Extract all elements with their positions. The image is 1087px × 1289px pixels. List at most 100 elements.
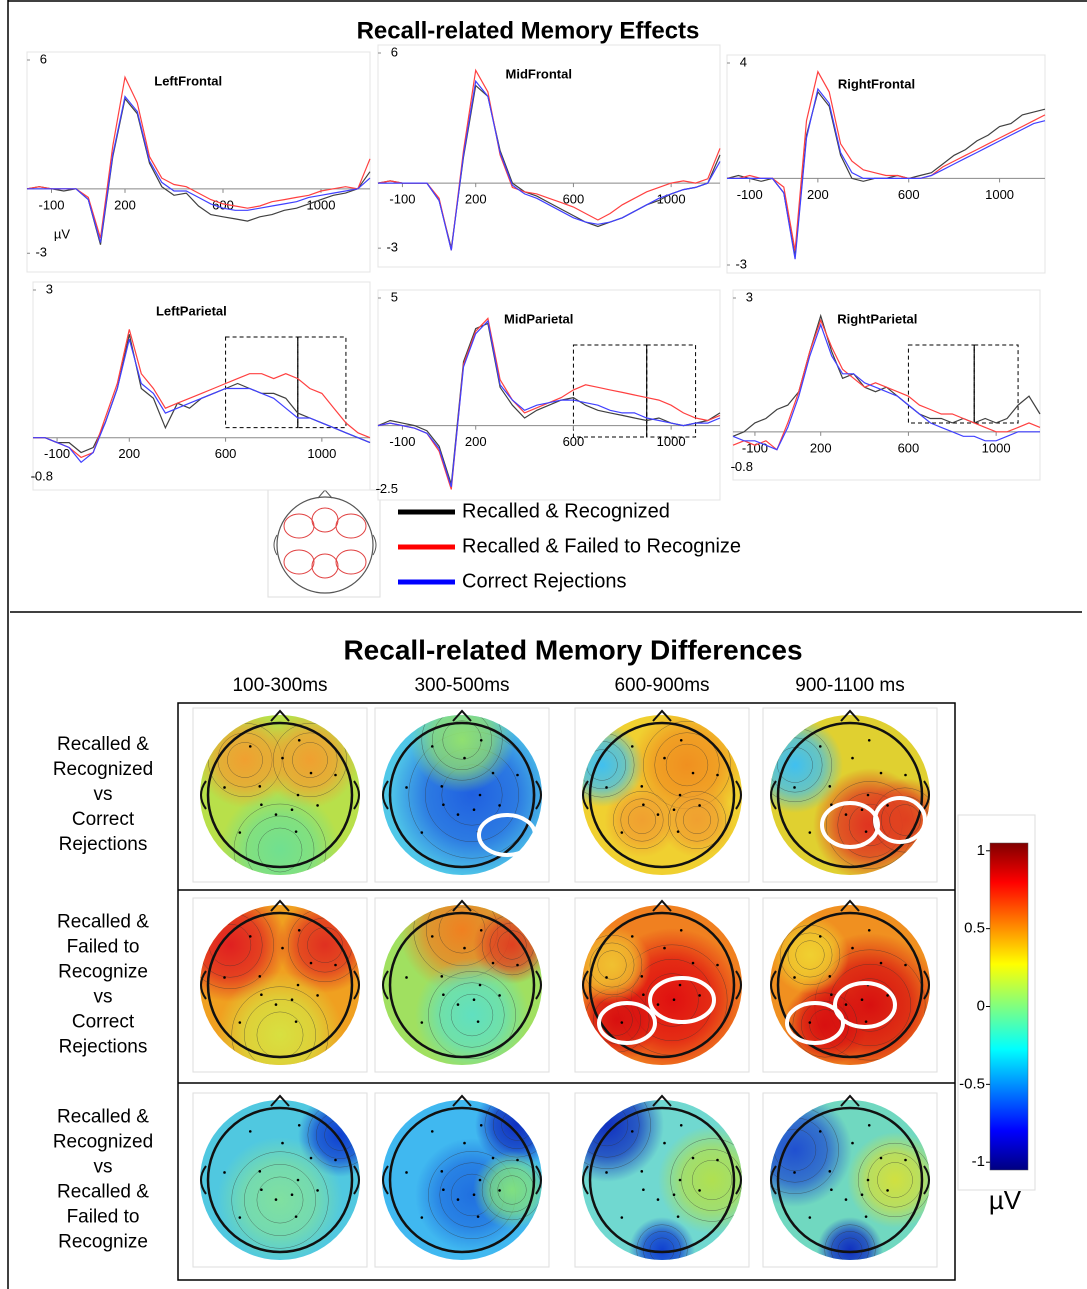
electrode (680, 739, 683, 742)
electrode (692, 772, 695, 775)
x-tick-label: 1000 (657, 434, 686, 449)
electrode (498, 994, 501, 997)
electrode (663, 1142, 666, 1145)
electrode (716, 774, 719, 777)
y-axis-label: µV (54, 226, 70, 241)
electrode (809, 1216, 812, 1219)
electrode (260, 803, 263, 806)
row-label: Rejections (59, 1037, 148, 1058)
topomap (375, 1083, 559, 1267)
electrode (845, 813, 848, 816)
electrode (473, 998, 476, 1001)
electrode (861, 998, 864, 1001)
row-label: Recognized (53, 1132, 153, 1153)
map-field (217, 1137, 343, 1263)
x-tick-label: 600 (898, 440, 920, 455)
electrode (640, 1170, 643, 1173)
row-label: vs (94, 987, 113, 1008)
y-tick-label: 3 (46, 281, 53, 296)
electrode (297, 984, 300, 987)
electrode (692, 1157, 695, 1160)
electrode (830, 1188, 833, 1191)
electrode (657, 1198, 660, 1201)
chart-title: RightFrontal (838, 76, 915, 91)
electrode (479, 794, 482, 797)
map-field (660, 783, 735, 858)
electrode (440, 975, 443, 978)
electrode (516, 1159, 519, 1162)
x-tick-label: -100 (389, 192, 415, 207)
electrode (851, 757, 854, 760)
electrode (334, 964, 337, 967)
electrode (809, 831, 812, 834)
electrode (867, 794, 870, 797)
electrode (845, 1198, 848, 1201)
electrode (295, 1020, 298, 1023)
electrode (258, 785, 261, 788)
electrode (457, 1003, 460, 1006)
topomap (747, 708, 947, 882)
electrode (442, 1188, 445, 1191)
topomap (560, 708, 749, 882)
electrode (239, 1021, 242, 1024)
electrode (291, 1193, 294, 1196)
electrode (642, 993, 645, 996)
electrode (249, 935, 252, 938)
electrode (310, 1157, 313, 1160)
x-tick-label: 600 (563, 434, 585, 449)
electrode (492, 962, 495, 965)
electrode (621, 831, 624, 834)
electrode (479, 1179, 482, 1182)
legend-label: Recalled & Recognized (462, 500, 670, 522)
electrode (677, 830, 680, 833)
y-tick-label: -0.8 (31, 469, 53, 484)
electrode (819, 745, 822, 748)
colorbar (990, 843, 1028, 1170)
electrode (239, 831, 242, 834)
legend-label: Correct Rejections (462, 570, 627, 592)
chart-title: RightParietal (837, 311, 917, 326)
electrode (828, 1170, 831, 1173)
electrode (492, 1157, 495, 1160)
electrode (442, 993, 445, 996)
electrode (457, 813, 460, 816)
electrode (642, 1188, 645, 1191)
electrode (291, 998, 294, 1001)
electrode (880, 772, 883, 775)
electrode (440, 1170, 443, 1173)
electrode (698, 804, 701, 807)
electrode (405, 786, 408, 789)
electrode (621, 1021, 624, 1024)
electrode (861, 808, 864, 811)
electrode (673, 808, 676, 811)
x-tick-label: 1000 (982, 440, 1011, 455)
electrode (463, 947, 466, 950)
map-field (629, 1217, 695, 1283)
electrode (298, 1124, 301, 1127)
electrode (405, 1171, 408, 1174)
map-field (658, 1126, 766, 1234)
electrode (886, 804, 889, 807)
map-field (220, 790, 340, 910)
map-field (550, 1068, 664, 1182)
electrode (239, 1216, 242, 1219)
x-tick-label: 600 (215, 446, 237, 461)
x-tick-label: 1000 (985, 187, 1014, 202)
electrode (463, 757, 466, 760)
x-tick-label: 200 (118, 446, 140, 461)
electrode (516, 964, 519, 967)
electrode (260, 1188, 263, 1191)
x-tick-label: 200 (810, 440, 832, 455)
electrode (867, 1179, 870, 1182)
electrode (442, 803, 445, 806)
electrode (431, 1130, 434, 1133)
electrode (640, 785, 643, 788)
electrode (809, 1021, 812, 1024)
topomap (193, 1093, 382, 1267)
electrode (680, 1124, 683, 1127)
electrode (680, 929, 683, 932)
x-tick-label: -100 (737, 187, 763, 202)
section-title: Recall-related Memory Differences (343, 634, 802, 665)
electrode (295, 830, 298, 833)
topomap (173, 888, 373, 1098)
